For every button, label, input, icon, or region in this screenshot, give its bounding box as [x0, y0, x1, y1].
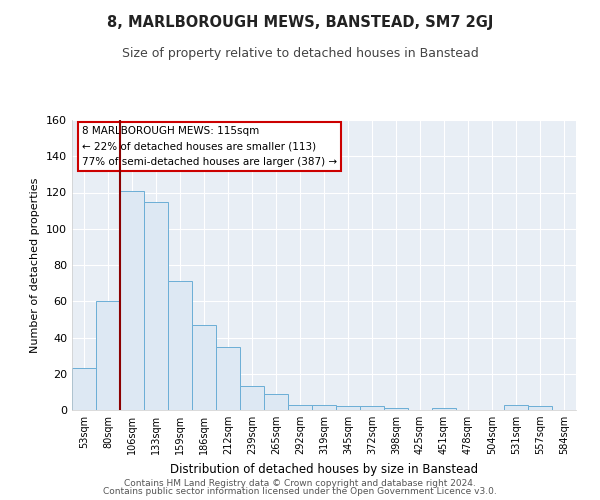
Bar [168, 282, 192, 410]
X-axis label: Distribution of detached houses by size in Banstead: Distribution of detached houses by size … [170, 462, 478, 475]
Bar [216, 346, 240, 410]
Bar [504, 404, 528, 410]
Bar [240, 386, 264, 410]
Bar [360, 406, 384, 410]
Text: Contains HM Land Registry data © Crown copyright and database right 2024.: Contains HM Land Registry data © Crown c… [124, 478, 476, 488]
Text: 8, MARLBOROUGH MEWS, BANSTEAD, SM7 2GJ: 8, MARLBOROUGH MEWS, BANSTEAD, SM7 2GJ [107, 15, 493, 30]
Text: 8 MARLBOROUGH MEWS: 115sqm
← 22% of detached houses are smaller (113)
77% of sem: 8 MARLBOROUGH MEWS: 115sqm ← 22% of deta… [82, 126, 337, 167]
Bar [264, 394, 288, 410]
Bar [144, 202, 168, 410]
Text: Contains public sector information licensed under the Open Government Licence v3: Contains public sector information licen… [103, 487, 497, 496]
Bar [432, 408, 456, 410]
Bar [72, 368, 96, 410]
Bar [336, 406, 360, 410]
Text: Size of property relative to detached houses in Banstead: Size of property relative to detached ho… [122, 48, 478, 60]
Bar [528, 406, 552, 410]
Bar [192, 325, 216, 410]
Bar [96, 301, 120, 410]
Bar [312, 404, 336, 410]
Bar [384, 408, 408, 410]
Bar [288, 404, 312, 410]
Bar [120, 190, 144, 410]
Y-axis label: Number of detached properties: Number of detached properties [31, 178, 40, 352]
